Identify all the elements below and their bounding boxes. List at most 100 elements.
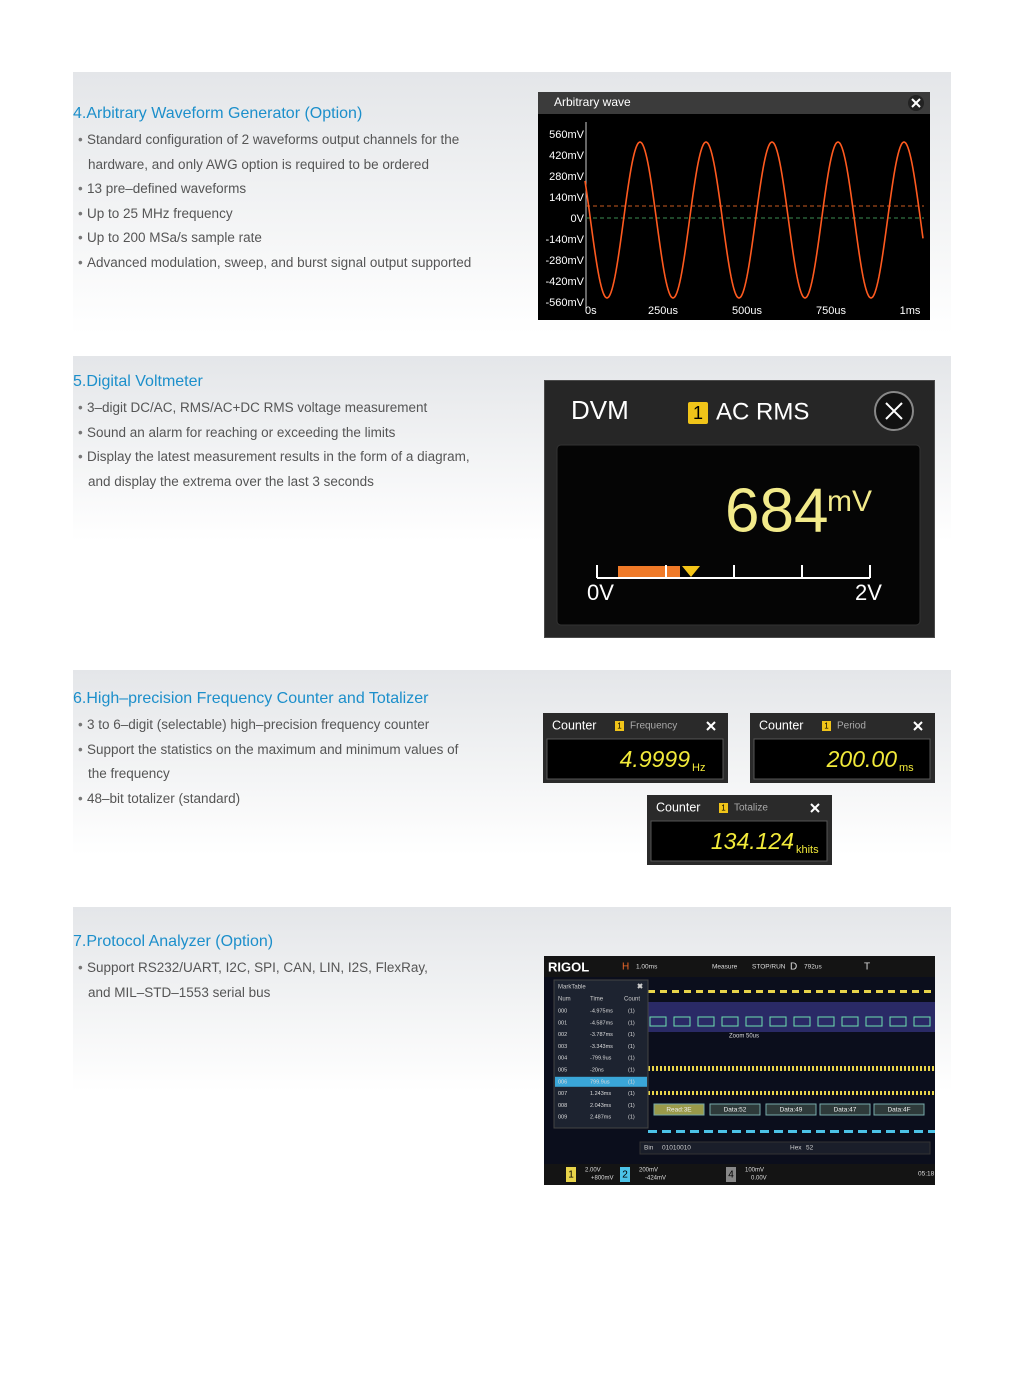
trace: [774, 1130, 783, 1133]
y-label: 420mV: [549, 150, 585, 162]
mark-table-title: MarkTable: [558, 985, 586, 991]
trace: [672, 1066, 674, 1071]
dvm-title: DVM: [571, 395, 629, 425]
mark-table-cell: -799.9us: [590, 1056, 612, 1062]
mark-table-cell: -3.787ms: [590, 1032, 613, 1038]
x-label: 250us: [648, 305, 678, 317]
trace: [660, 990, 667, 993]
bullet-text: Up to 25 MHz frequency: [78, 206, 233, 221]
bar-fill: [618, 566, 680, 577]
trace: [914, 1130, 923, 1133]
trace: [673, 1016, 691, 1027]
bar-marker: [682, 566, 700, 577]
mark-table-cell: 009: [558, 1115, 567, 1121]
trace: [793, 1016, 811, 1027]
y-label: -280mV: [545, 255, 584, 267]
trace: [896, 1091, 898, 1095]
trace: [848, 1091, 850, 1095]
trace: [768, 990, 775, 993]
counter-mode: Totalize: [734, 803, 768, 814]
y-label: 280mV: [549, 171, 585, 183]
section-title: 7.Protocol Analyzer (Option): [73, 933, 274, 950]
top-bar: [544, 956, 935, 977]
trace: [760, 1066, 762, 1071]
channel-scale: 200mV: [639, 1168, 658, 1174]
trace: [841, 1016, 859, 1027]
zoom-label: Zoom 50us: [729, 1034, 759, 1040]
trace: [836, 1066, 838, 1071]
trace: [876, 1066, 878, 1071]
mark-table-cell: -3.343ms: [590, 1044, 613, 1050]
mark-table-cell: 001: [558, 1020, 567, 1026]
bullet-text: Advanced modulation, sweep, and burst si…: [78, 255, 471, 270]
trace: [864, 1066, 866, 1071]
top-bar-item: H: [622, 962, 629, 973]
trace: [769, 1016, 787, 1027]
trace: [796, 1066, 798, 1071]
mark-table-cell: 2.487ms: [590, 1115, 611, 1121]
mark-table-cell: 002: [558, 1032, 567, 1038]
trace: [764, 1066, 766, 1071]
counter-screen: Counter 1 Frequency 4.9999 Hz: [543, 713, 728, 783]
bullet-text: Support RS232/UART, I2C, SPI, CAN, LIN, …: [78, 960, 428, 975]
counter-unit: ms: [899, 762, 914, 774]
close-icon: [885, 402, 903, 420]
channel-number: 1: [824, 722, 829, 731]
channel-badge: [719, 803, 728, 813]
counter-mode: Period: [837, 721, 866, 732]
counter-screen: Counter 1 Totalize 134.124 khits: [647, 795, 832, 865]
screen-title: Arbitrary wave: [554, 95, 631, 109]
trace: [656, 1066, 658, 1071]
trace: [824, 1066, 826, 1071]
channel-badge: [615, 721, 624, 731]
row-highlight: [555, 1076, 647, 1087]
trace: [648, 1066, 650, 1071]
trace: [872, 1066, 874, 1071]
mark-table-cell: 005: [558, 1067, 567, 1073]
trace: [832, 1091, 834, 1095]
trace: [672, 990, 679, 993]
mark-table-cell: (1): [628, 1056, 635, 1062]
display: [556, 444, 921, 626]
counter-reading: 134.124: [711, 828, 794, 854]
trace: [732, 1091, 734, 1095]
trace: [888, 1066, 890, 1071]
trace: [816, 1066, 818, 1071]
bin-bar: [639, 1141, 931, 1155]
trace: [856, 1066, 858, 1071]
trace: [684, 990, 691, 993]
bullet-text: Display the latest measurement results i…: [78, 449, 470, 464]
trace: [740, 1091, 742, 1095]
close-icon: [706, 721, 716, 731]
trace: [924, 1066, 926, 1071]
y-label: 0V: [571, 213, 585, 225]
bottom-bar: [544, 1164, 935, 1185]
trace: [804, 1091, 806, 1095]
trace: [724, 1091, 726, 1095]
trace: [900, 1066, 902, 1071]
trace: [692, 1066, 694, 1071]
trace: [804, 1066, 806, 1071]
trace: [844, 1130, 853, 1133]
mark-table-cell: (1): [628, 1115, 635, 1121]
trace: [660, 1066, 662, 1071]
trace: [860, 1091, 862, 1095]
trace: [660, 1091, 662, 1095]
trace: [788, 1066, 790, 1071]
trace: [876, 1091, 878, 1095]
trace: [732, 990, 739, 993]
trace: [858, 1130, 867, 1133]
mark-table-cell: (1): [628, 1032, 635, 1038]
trace: [744, 1091, 746, 1095]
trace: [924, 990, 931, 993]
trace: [704, 1130, 713, 1133]
header-bar: [538, 92, 930, 114]
counter-title: Counter: [656, 800, 700, 814]
trace: [888, 1091, 890, 1095]
scale-max: 2V: [855, 580, 882, 605]
trace: [888, 990, 895, 993]
mark-table-cell: (1): [628, 1008, 635, 1014]
trace: [649, 1016, 667, 1027]
decode-box: [765, 1103, 817, 1116]
trace: [808, 1091, 810, 1095]
